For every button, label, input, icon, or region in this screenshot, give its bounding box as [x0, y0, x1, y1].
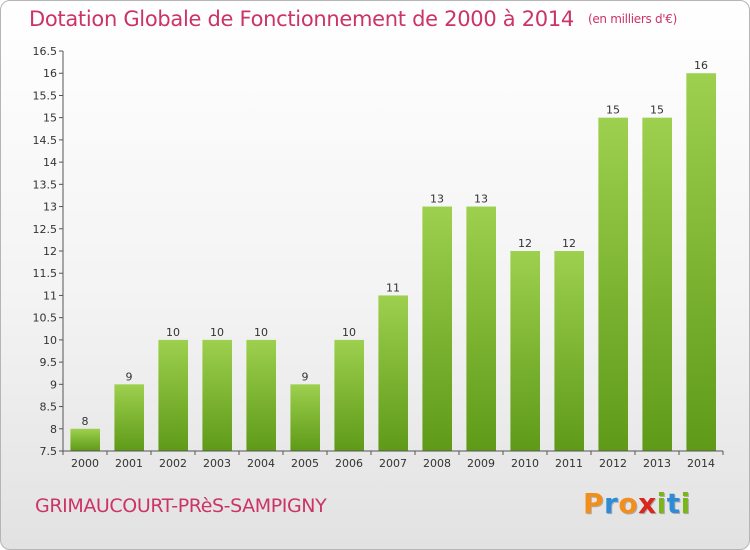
logo-letter: o	[618, 487, 639, 520]
y-tick-label: 12.5	[33, 223, 58, 236]
bar-2006	[334, 339, 364, 451]
y-tick-label: 15.5	[33, 89, 58, 102]
x-tick-label-2008: 2008	[423, 457, 451, 470]
x-tick-label-2003: 2003	[203, 457, 231, 470]
chart-unit: (en milliers d'€)	[587, 12, 677, 26]
x-tick-label-2001: 2001	[115, 457, 143, 470]
x-tick-label-2007: 2007	[379, 457, 407, 470]
x-tick-label-2000: 2000	[71, 457, 99, 470]
bar-2011	[554, 251, 584, 451]
data-label-2014: 16	[694, 59, 708, 72]
data-label-2002: 10	[166, 326, 180, 339]
bar-2007	[378, 295, 408, 451]
y-tick-label: 10.5	[33, 312, 58, 325]
x-tick-label-2005: 2005	[291, 457, 319, 470]
x-tick-label-2011: 2011	[555, 457, 583, 470]
bar-2012	[598, 117, 628, 452]
bar-2009	[466, 206, 496, 451]
data-label-2005: 9	[302, 370, 309, 383]
y-tick-label: 12	[43, 245, 57, 258]
commune-name: GRIMAUCOURT-PRèS-SAMPIGNY	[35, 495, 327, 517]
y-tick-label: 14	[43, 156, 57, 169]
bars-group: 8 9 10 10 10 9 10 11 13 13 12 12 15 15 16	[70, 59, 716, 452]
y-tick-label: 14.5	[33, 134, 58, 147]
data-label-2008: 13	[430, 193, 444, 206]
data-label-2006: 10	[342, 326, 356, 339]
y-tick-label: 11	[43, 289, 57, 302]
y-axis: 7.5 8 8.5 9 9.5 10 10.5 11 11.5 12 12.5 13 13.5 14 14.…	[33, 45, 64, 458]
bar-2001	[114, 384, 144, 451]
y-tick-label: 8.5	[40, 401, 58, 414]
data-label-2010: 12	[518, 237, 532, 250]
y-tick-label: 7.5	[40, 445, 58, 458]
bar-2003	[202, 339, 232, 451]
bar-2004	[246, 339, 276, 451]
logo-letter: i	[680, 487, 691, 520]
y-tick-label: 13.5	[33, 178, 58, 191]
y-tick-label: 9.5	[40, 356, 58, 369]
bar-2000	[70, 428, 100, 451]
logo-letter: t	[666, 487, 681, 520]
data-label-2009: 13	[474, 193, 488, 206]
logo-letter: i	[656, 487, 667, 520]
x-tick-label-2004: 2004	[247, 457, 275, 470]
data-label-2004: 10	[254, 326, 268, 339]
proxiti-logo[interactable]: Proxiti	[583, 487, 691, 520]
data-label-2007: 11	[386, 281, 400, 294]
y-tick-label: 10	[43, 334, 57, 347]
x-tick-label-2012: 2012	[599, 457, 627, 470]
x-tick-label-2002: 2002	[159, 457, 187, 470]
x-tick-label-2009: 2009	[467, 457, 495, 470]
y-tick-label: 16	[43, 67, 57, 80]
x-tick-label-2014: 2014	[687, 457, 715, 470]
logo-letter: P	[583, 487, 605, 520]
bar-2008	[422, 206, 452, 451]
logo-letter: x	[638, 487, 657, 520]
x-axis: 2000 2001 2002 2003 2004 2005 2006 2007 2008 2009…	[62, 450, 724, 470]
x-tick-label-2010: 2010	[511, 457, 539, 470]
data-label-2013: 15	[650, 104, 664, 117]
bar-2005	[290, 384, 320, 451]
data-label-2011: 12	[562, 237, 576, 250]
y-tick-label: 15	[43, 112, 57, 125]
chart-title-text: Dotation Globale de Fonctionnement de 20…	[29, 7, 574, 31]
chart-title: Dotation Globale de Fonctionnement de 20…	[29, 7, 677, 31]
y-tick-label: 9	[50, 378, 57, 391]
y-tick-label: 11.5	[33, 267, 58, 280]
y-tick-label: 16.5	[33, 45, 58, 58]
bar-2013	[642, 117, 672, 452]
x-tick-label-2013: 2013	[643, 457, 671, 470]
bar-2010	[510, 251, 540, 451]
bar-2002	[158, 339, 188, 451]
y-tick-label: 8	[50, 423, 57, 436]
data-label-2000: 8	[82, 415, 89, 428]
x-tick-label-2006: 2006	[335, 457, 363, 470]
data-label-2001: 9	[126, 370, 133, 383]
bar-2014	[686, 73, 716, 451]
logo-letter: r	[604, 487, 619, 520]
data-label-2003: 10	[210, 326, 224, 339]
y-tick-label: 13	[43, 201, 57, 214]
data-label-2012: 15	[606, 104, 620, 117]
